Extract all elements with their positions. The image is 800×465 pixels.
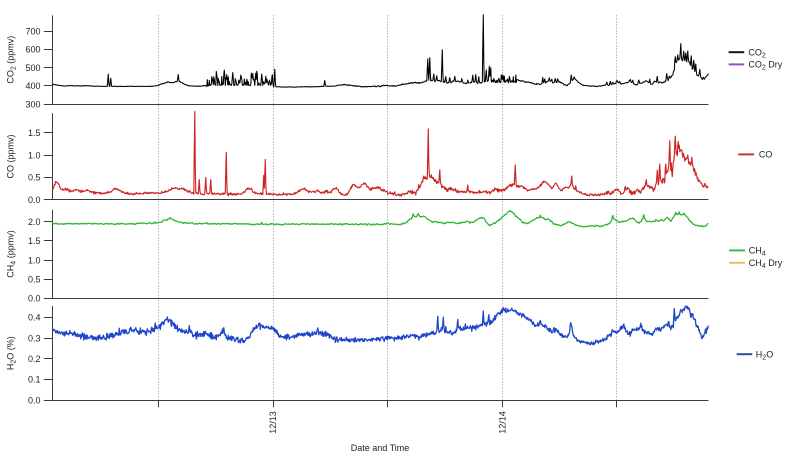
svg-text:2.0: 2.0 — [28, 217, 41, 227]
svg-text:1.5: 1.5 — [28, 128, 41, 138]
svg-text:0.4: 0.4 — [28, 313, 41, 323]
svg-text:0.5: 0.5 — [28, 275, 41, 285]
svg-text:400: 400 — [25, 81, 40, 91]
svg-text:700: 700 — [25, 27, 40, 37]
svg-text:CO2: CO2 — [748, 48, 766, 60]
svg-text:0.0: 0.0 — [28, 294, 41, 304]
svg-text:300: 300 — [25, 99, 40, 109]
svg-text:1.0: 1.0 — [28, 255, 41, 265]
svg-text:H2O: H2O — [756, 350, 773, 362]
svg-text:0.0: 0.0 — [28, 195, 41, 205]
svg-text:500: 500 — [25, 63, 40, 73]
svg-text:0.5: 0.5 — [28, 173, 41, 183]
svg-text:1.0: 1.0 — [28, 150, 41, 160]
svg-text:CO2 (ppmv): CO2 (ppmv) — [6, 36, 18, 84]
svg-text:12/14: 12/14 — [497, 411, 507, 434]
svg-text:CO (ppmv): CO (ppmv) — [6, 134, 16, 178]
svg-text:0.0: 0.0 — [28, 395, 41, 405]
svg-text:1.5: 1.5 — [28, 236, 41, 246]
svg-text:600: 600 — [25, 45, 40, 55]
svg-text:CO: CO — [759, 150, 773, 160]
svg-text:CH4 Dry: CH4 Dry — [749, 258, 783, 270]
svg-text:CO2 Dry: CO2 Dry — [748, 60, 782, 72]
svg-text:CH4: CH4 — [749, 246, 766, 258]
svg-text:0.1: 0.1 — [28, 375, 41, 385]
svg-text:Date and Time: Date and Time — [351, 443, 410, 453]
svg-text:0.3: 0.3 — [28, 333, 41, 343]
svg-text:0.2: 0.2 — [28, 354, 41, 364]
svg-text:12/13: 12/13 — [268, 411, 278, 434]
svg-text:CH4 (ppmv): CH4 (ppmv) — [6, 230, 18, 277]
svg-text:H2O (%): H2O (%) — [6, 336, 18, 370]
